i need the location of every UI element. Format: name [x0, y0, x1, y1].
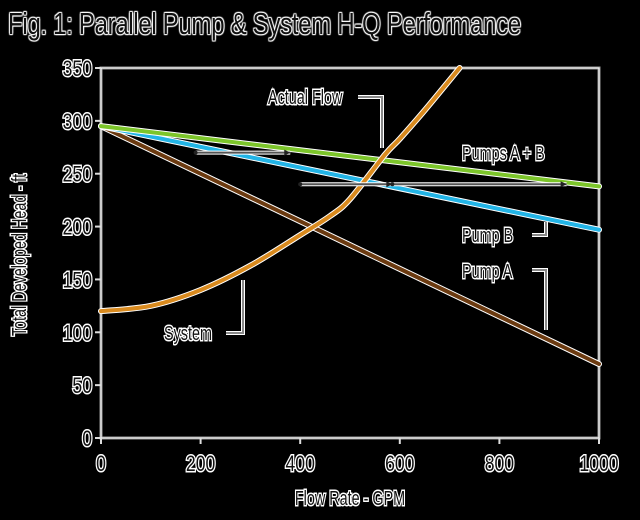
x-axis-label: Flow Rate - GPM: [295, 487, 405, 510]
x-tick-label: 600: [385, 452, 414, 476]
x-tick-label: 800: [485, 452, 514, 476]
leader-pump-a-halo: [532, 268, 548, 330]
arrow-tail-dot: [390, 182, 395, 187]
leader-system-halo: [226, 280, 245, 335]
leader-actual-flow-halo: [358, 95, 384, 148]
y-tick-label: 350: [63, 57, 92, 81]
plot-frame-inner: [100, 67, 600, 439]
leader-system: [226, 280, 244, 334]
leader-pump-a: [532, 269, 547, 330]
x-tick-label: 0: [96, 452, 106, 476]
addition-arrows: [193, 149, 567, 188]
y-tick-label: 200: [63, 216, 92, 240]
y-tick-label: 100: [63, 322, 92, 346]
line-system: [99, 66, 462, 314]
y-tick-label: 0: [82, 427, 92, 451]
annotation-pump-a: Pump A: [462, 260, 513, 283]
annotation-pumps-a-b: Pumps A + B: [462, 142, 545, 165]
y-tick-label: 300: [63, 110, 92, 134]
chart-title: Fig. 1: Parallel Pump & System H-Q Perfo…: [8, 6, 521, 41]
annotation-actual-flow: Actual Flow: [268, 86, 343, 109]
arrow-tail-dot: [298, 182, 303, 187]
arrow-head-icon: [386, 181, 393, 188]
axes: 0 50 100 150 200 250 300 350 0 200 400 600 800 1000 Fl…: [6, 56, 620, 511]
y-tick-label: 150: [63, 269, 92, 293]
leader-actual-flow: [358, 96, 383, 148]
x-tick-label: 400: [286, 452, 315, 476]
arrow-tail-dot: [193, 150, 198, 155]
y-axis-label: Total Developed Head - ft: [8, 174, 31, 336]
line-pumps-a-b: [99, 124, 601, 189]
leader-pump-b: [532, 222, 547, 236]
y-tick-label: 50: [72, 374, 92, 398]
leader-pump-b-halo: [532, 222, 548, 237]
series-lines: [98, 65, 602, 367]
x-tick-label: 1000: [579, 452, 618, 476]
x-tick-label: 200: [186, 452, 215, 476]
annotation-pump-b: Pump B: [462, 224, 513, 247]
arrow-head-icon: [560, 181, 567, 188]
line-pump-a: [99, 124, 601, 366]
annotations: Actual Flow Pumps A + B Pump B Pump A System: [163, 84, 548, 346]
arrow-head-icon: [284, 149, 291, 156]
y-tick-label: 250: [63, 163, 92, 187]
annotation-system: System: [164, 322, 212, 345]
plot-frame: [99, 66, 601, 440]
line-pump-b: [99, 124, 601, 232]
